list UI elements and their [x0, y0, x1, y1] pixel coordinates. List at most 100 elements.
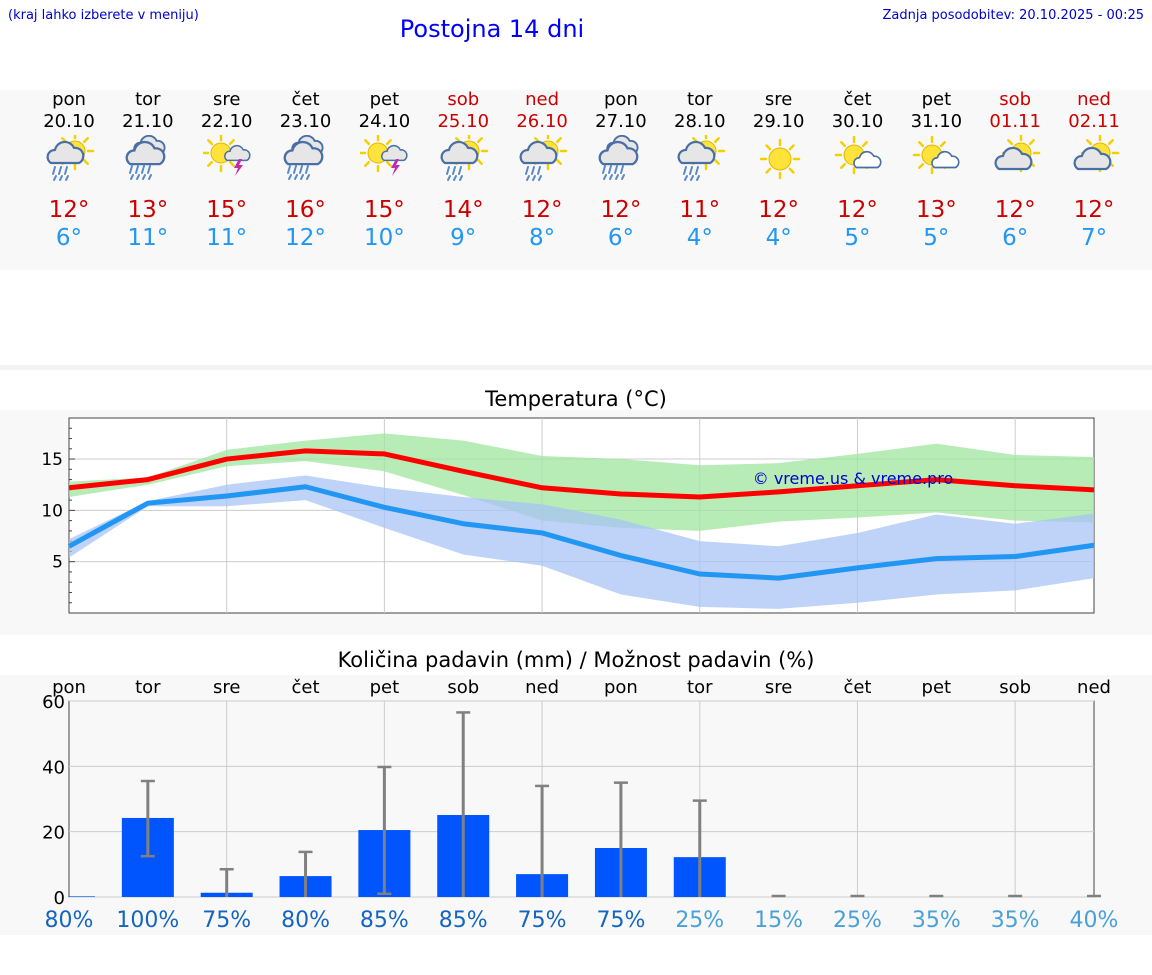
page-title: Postojna 14 dni [399, 15, 585, 43]
day-name: pon [52, 89, 86, 110]
max-temperature: 15° [206, 197, 248, 223]
max-temperature: 11° [679, 197, 721, 223]
precipitation-probability: 25% [675, 908, 724, 933]
max-temperature: 12° [48, 197, 90, 223]
min-temperature: 6° [607, 225, 634, 251]
precipitation-probability: 35% [912, 908, 961, 933]
precipitation-probability: 85% [360, 908, 409, 933]
day-date: 26.10 [516, 111, 568, 132]
day-date: 01.11 [989, 111, 1041, 132]
precipitation-bar [69, 896, 95, 897]
day-date: 20.10 [43, 111, 95, 132]
precipitation-probability: 100% [116, 908, 179, 933]
sun-small-cloud-icon [834, 135, 884, 185]
min-temperature: 7° [1080, 225, 1108, 251]
min-temperature: 12° [285, 225, 326, 251]
x-day-label: pet [370, 677, 400, 698]
y-tick-label: 0 [54, 888, 65, 909]
min-temperature: 5° [844, 225, 871, 251]
day-name: čet [291, 89, 320, 110]
x-day-label: sre [765, 677, 792, 698]
day-name: ned [525, 89, 560, 110]
sun-icon [755, 135, 805, 185]
x-day-label: tor [687, 677, 713, 698]
max-temperature: 16° [285, 197, 326, 223]
max-temperature: 12° [837, 197, 878, 223]
day-name: tor [135, 89, 161, 110]
y-tick-label: 10 [41, 501, 63, 521]
precipitation-probability: 35% [991, 908, 1040, 933]
precipitation-probability: 75% [518, 908, 567, 933]
sun-cloud-icon [1070, 133, 1120, 185]
x-day-label: sob [999, 677, 1031, 698]
min-temperature: 5° [923, 225, 950, 251]
y-tick-label: 40 [42, 757, 65, 778]
precipitation-probability: 25% [833, 908, 882, 933]
max-temperature: 12° [758, 197, 800, 223]
day-name: ned [1077, 89, 1111, 110]
watermark: © vreme.us & vreme.pro [753, 469, 954, 488]
day-date: 31.10 [910, 111, 963, 132]
x-day-label: čet [843, 677, 871, 698]
precipitation-probability: 80% [45, 908, 94, 933]
min-temperature: 8° [529, 225, 556, 251]
temperature-chart-title: Temperatura (°C) [485, 387, 667, 411]
x-day-label: pon [604, 677, 638, 698]
sun-cloud-rain-icon [518, 131, 568, 185]
day-date: 30.10 [831, 111, 884, 132]
max-temperature: 12° [521, 197, 563, 223]
min-temperature: 11° [206, 225, 248, 251]
max-temperature: 13° [915, 197, 957, 223]
sun-thunder-icon [201, 133, 253, 185]
min-temperature: 4° [686, 225, 713, 251]
min-temperature: 11° [127, 225, 169, 251]
x-day-label: čet [292, 677, 320, 698]
precipitation-probability: 85% [439, 908, 488, 933]
day-date: 25.10 [437, 111, 490, 132]
day-name: sre [764, 89, 793, 110]
sun-thunder-icon [359, 133, 410, 185]
precipitation-probability: 80% [281, 908, 330, 933]
y-tick-label: 20 [42, 823, 65, 844]
day-name: pet [369, 89, 400, 110]
max-temperature: 14° [442, 197, 484, 223]
x-day-label: ned [1077, 677, 1111, 698]
x-day-label: ned [525, 677, 559, 698]
day-date: 22.10 [200, 111, 253, 132]
day-name: sob [999, 89, 1032, 110]
forecast-strip [0, 90, 1152, 270]
day-date: 29.10 [752, 111, 805, 132]
y-tick-label: 60 [42, 692, 65, 713]
sun-small-cloud-icon [912, 135, 962, 185]
day-name: sob [447, 89, 480, 110]
x-day-label: tor [135, 677, 161, 698]
max-temperature: 12° [1073, 197, 1115, 223]
min-temperature: 6° [1002, 225, 1029, 251]
cloud-heavy-rain-icon [124, 134, 174, 185]
day-date: 02.11 [1068, 111, 1120, 132]
day-name: sre [212, 89, 241, 110]
min-temperature: 10° [364, 225, 405, 251]
x-day-label: pet [922, 677, 952, 698]
x-day-label: sob [447, 677, 479, 698]
cloud-heavy-rain-icon [597, 134, 647, 185]
min-temperature-line [67, 484, 1095, 581]
plot-area [68, 700, 1095, 898]
precipitation-probability: 40% [1070, 908, 1119, 933]
x-day-label: pon [52, 677, 86, 698]
day-date: 28.10 [674, 111, 726, 132]
min-temperature: 4° [765, 225, 792, 251]
precipitation-probability: 75% [596, 908, 645, 933]
x-day-label: sre [213, 677, 240, 698]
y-tick-label: 15 [41, 450, 63, 470]
temperature-chart: 5 10 15 © vreme.us & vreme.pro [41, 417, 1095, 614]
min-temperature: 9° [450, 225, 477, 251]
day-name: pet [921, 89, 952, 110]
day-name: tor [687, 89, 713, 110]
precipitation-probability: 75% [202, 908, 251, 933]
day-date: 21.10 [122, 111, 174, 132]
cloud-heavy-rain-icon [282, 134, 332, 185]
min-temperature: 6° [55, 225, 83, 251]
max-temperature: 12° [994, 197, 1036, 223]
